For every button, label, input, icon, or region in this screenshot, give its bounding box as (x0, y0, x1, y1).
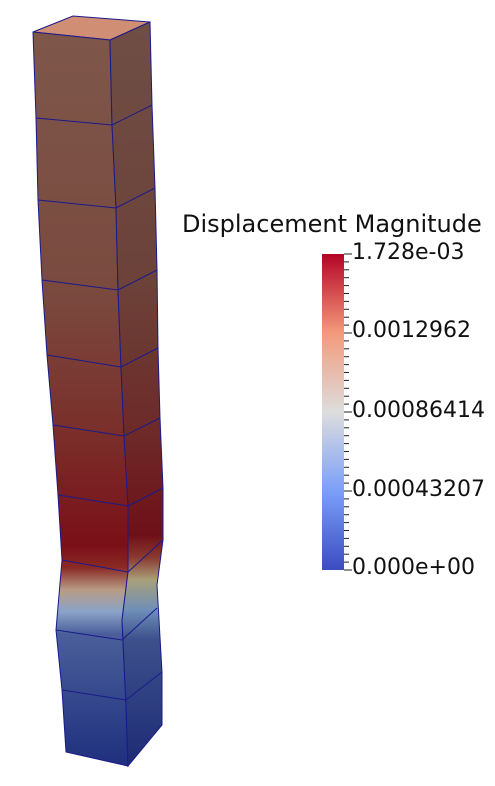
legend-max-label: 1.728e-03 (352, 240, 465, 265)
legend-title: Displacement Magnitude (182, 210, 482, 238)
legend-min-label: 0.000e+00 (352, 555, 475, 580)
legend-tick-label-1: 0.0012962 (352, 318, 471, 343)
colorbar-ticks (344, 253, 352, 571)
front-mesh-lines (35, 117, 129, 701)
colorbar (322, 254, 344, 570)
legend-tick-label-2: 0.00086414 (352, 398, 485, 423)
side-mesh-lines (111, 104, 164, 701)
beam-side-face (109, 21, 164, 768)
legend-tick-label-3: 0.00043207 (352, 477, 485, 502)
